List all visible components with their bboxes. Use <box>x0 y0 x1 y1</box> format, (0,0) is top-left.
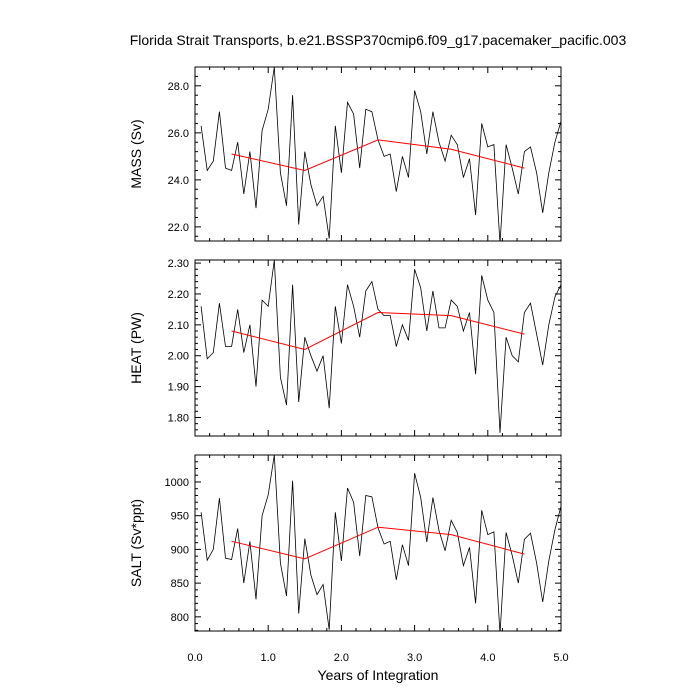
x-tick-label: 4.0 <box>480 652 495 664</box>
y-tick-label: 26.0 <box>168 128 189 140</box>
y-axis-label: HEAT (PW) <box>128 312 144 384</box>
x-tick-label: 1.0 <box>261 652 276 664</box>
panels: 22.0 24.0 26.0 28.0 MASS (Sv) 1.80 1.90 2.00 2.1… <box>128 66 569 664</box>
y-axis-label: MASS (Sv) <box>128 119 144 188</box>
x-axis-label: Years of Integration <box>318 667 439 683</box>
y-tick-label: 2.10 <box>168 320 189 332</box>
x-tick-label: 5.0 <box>553 652 568 664</box>
y-tick-label: 1.90 <box>168 382 189 394</box>
monthly-transport-line <box>200 455 561 631</box>
y-tick-label: 22.0 <box>168 222 189 234</box>
y-tick-label: 2.20 <box>168 289 189 301</box>
annual-mean-line <box>231 526 525 560</box>
x-tick-label: 2.0 <box>334 652 349 664</box>
y-tick-label: 24.0 <box>168 175 189 187</box>
monthly-transport-line <box>200 67 561 241</box>
panel-2: 1.80 1.90 2.00 2.10 2.20 2.30 HEAT (PW) <box>128 258 562 437</box>
annual-mean-line <box>231 311 525 351</box>
y-tick-label: 2.00 <box>168 351 189 363</box>
y-tick-label: 1000 <box>165 477 189 489</box>
y-tick-label: 2.30 <box>168 258 189 270</box>
y-tick-label: 28.0 <box>168 81 189 93</box>
y-tick-label: 950 <box>171 511 189 523</box>
panel-frame <box>194 259 562 437</box>
chart-title: Florida Strait Transports, b.e21.BSSP370… <box>130 32 627 48</box>
y-tick-label: 800 <box>171 612 189 624</box>
y-tick-label: 900 <box>171 544 189 556</box>
y-axis-label: SALT (Sv*ppt) <box>128 499 144 587</box>
x-tick-label: 0.0 <box>187 652 202 664</box>
y-tick-label: 1.80 <box>168 412 189 424</box>
y-tick-label: 850 <box>171 578 189 590</box>
panel-1: 22.0 24.0 26.0 28.0 MASS (Sv) <box>128 66 562 242</box>
x-tick-label: 3.0 <box>407 652 422 664</box>
annual-mean-line <box>231 139 525 172</box>
panel-frame <box>194 66 562 242</box>
monthly-transport-line <box>200 260 561 433</box>
panel-3: 800 850 900 950 1000 SALT (Sv*ppt) <box>128 454 562 632</box>
